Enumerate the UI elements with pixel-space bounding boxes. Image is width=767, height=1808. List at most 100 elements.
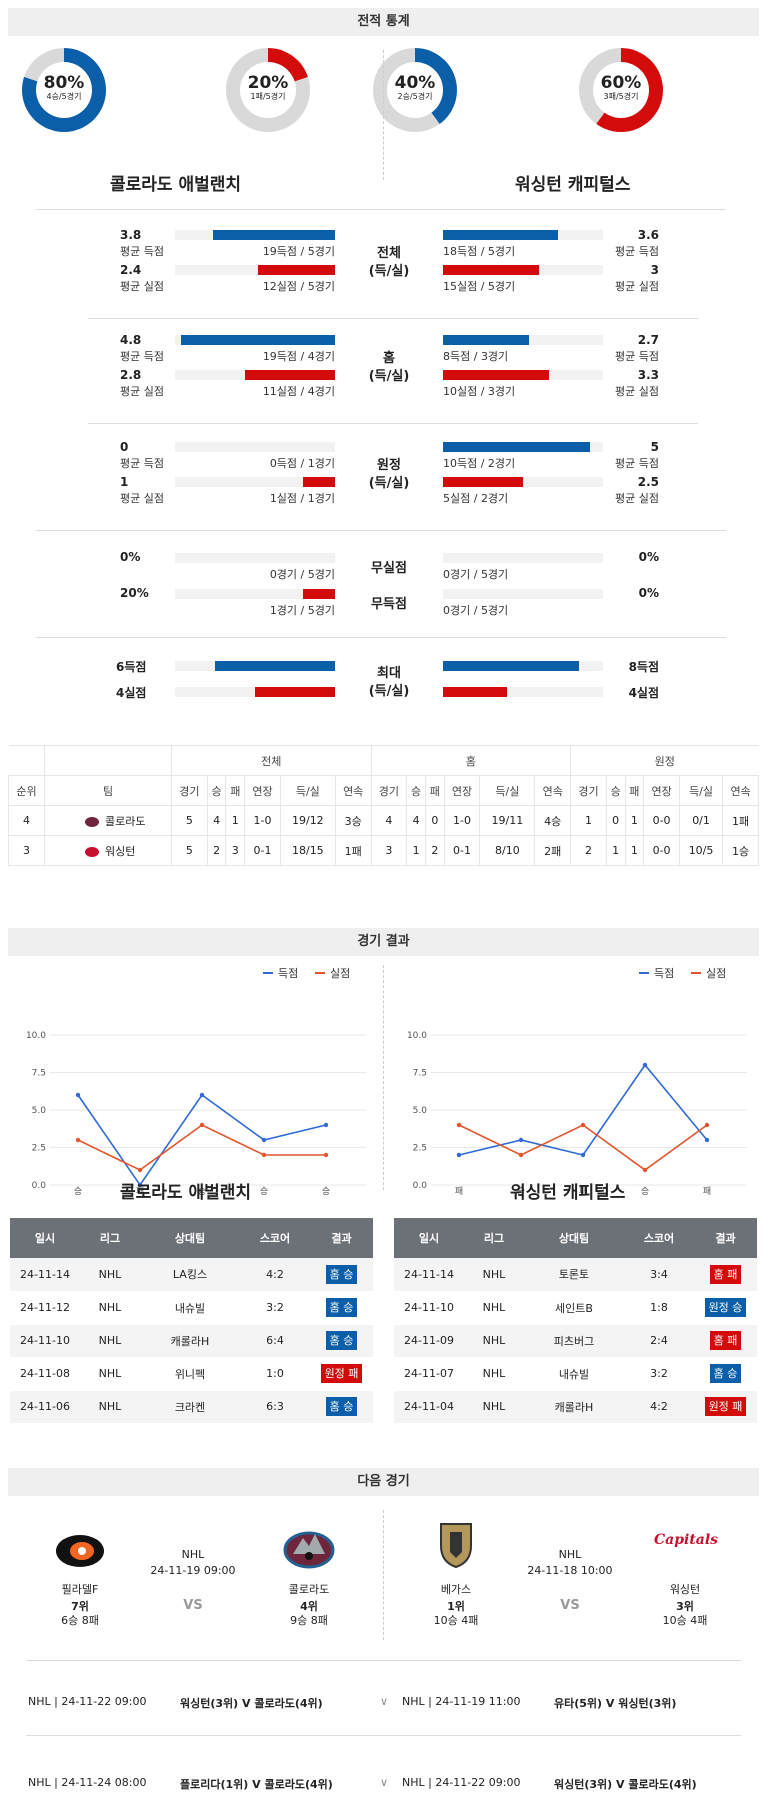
table-cell: 24-11-07 bbox=[394, 1357, 464, 1391]
donut-sub: 3패/5경기 bbox=[603, 92, 639, 101]
data-point bbox=[199, 1092, 205, 1098]
away-stat-caption: 8득점 / 3경기 bbox=[443, 350, 509, 363]
data-point bbox=[642, 1062, 648, 1068]
home-max-concede: 4실점 bbox=[116, 686, 147, 700]
upcoming-left-teams: 워싱턴(3위) V 콜로라도(4위) bbox=[180, 1697, 323, 1710]
away-max-score: 8득점 bbox=[628, 660, 659, 674]
table-cell: 1 bbox=[570, 805, 607, 836]
table-cell: 2:4 bbox=[624, 1324, 694, 1358]
table-cell: 1 bbox=[605, 835, 626, 866]
table-cell: LA킹스 bbox=[140, 1258, 240, 1292]
table-cell: 24-11-14 bbox=[394, 1258, 464, 1292]
stat-bar-track bbox=[443, 589, 603, 599]
x-tick-label: 승 bbox=[198, 1186, 206, 1195]
away-stat-bar bbox=[443, 230, 559, 240]
next-datetime: 24-11-18 10:00 bbox=[527, 1564, 613, 1577]
table-cell: 1 bbox=[225, 805, 246, 836]
home-stat-label: 평균 실점 bbox=[120, 385, 164, 398]
next-datetime: 24-11-19 09:00 bbox=[150, 1564, 236, 1577]
away-stat-caption: 10실점 / 3경기 bbox=[443, 385, 516, 398]
column-header: 스코어 bbox=[624, 1218, 694, 1258]
table-cell: 18/15 bbox=[279, 835, 336, 866]
upcoming-right-teams: 워싱턴(3위) V 콜로라도(4위) bbox=[554, 1778, 697, 1791]
away-stat-bar bbox=[443, 265, 539, 275]
group-total: 전체 bbox=[171, 745, 372, 776]
home-loss-rate-donut: 20% 1패/5경기 bbox=[226, 48, 310, 132]
capitals-logo: Capitals bbox=[654, 1532, 719, 1548]
legend-score-label: 득점 bbox=[278, 967, 298, 980]
home-stat-caption: 0득점 / 1경기 bbox=[269, 457, 335, 470]
table-cell: 0-0 bbox=[643, 805, 680, 836]
next-team-name: 베가스 bbox=[440, 1583, 472, 1596]
stat-bar-track bbox=[175, 589, 335, 599]
standings-grid: 전체 홈 원정 순위 팀 경기 승 패 연장 득/실 연속 경기 승 패 연장 득/실 연속 경기 승 패 연장 득… bbox=[8, 745, 759, 866]
table-cell: 24-11-06 bbox=[10, 1390, 80, 1424]
donut-sub: 1패/5경기 bbox=[250, 92, 286, 101]
next-team-rank: 1위 bbox=[447, 1600, 465, 1613]
table-cell: 1패 bbox=[334, 835, 372, 866]
table-cell: NHL bbox=[464, 1291, 524, 1325]
team-name: 콜로라도 bbox=[105, 814, 146, 828]
home-stat-value: 4.8 bbox=[120, 333, 142, 347]
double-chevron-down-icon: ∨ bbox=[380, 1776, 389, 1789]
home-scoreless-caption: 1경기 / 5경기 bbox=[269, 604, 335, 617]
table-cell: 1 bbox=[624, 835, 645, 866]
result-badge: 홈 패 bbox=[709, 1264, 742, 1284]
result-cell: 홈 승 bbox=[310, 1291, 373, 1325]
donut-percent: 80% bbox=[43, 73, 85, 93]
away-stat-value: 3 bbox=[650, 263, 659, 277]
legend-concede-label: 실점 bbox=[330, 967, 350, 980]
table-row: 24-11-04 NHL 캐롤라H 4:2 원정 패 bbox=[394, 1390, 757, 1424]
away-stat-value: 2.7 bbox=[637, 333, 659, 347]
data-point bbox=[137, 1182, 143, 1188]
table-cell: 2 bbox=[570, 835, 607, 866]
data-point bbox=[456, 1152, 462, 1158]
table-cell: 2패 bbox=[534, 835, 572, 866]
result-badge: 홈 승 bbox=[709, 1364, 742, 1383]
x-tick-label: 승 bbox=[322, 1186, 330, 1195]
column-header: 득/실 bbox=[678, 775, 724, 806]
column-header: 승 bbox=[206, 775, 227, 806]
data-point bbox=[704, 1137, 710, 1143]
group-away: 원정 bbox=[570, 745, 759, 776]
column-header: 연속 bbox=[722, 775, 759, 806]
y-tick-label: 0.0 bbox=[413, 1181, 428, 1191]
table-cell: 8/10 bbox=[479, 835, 536, 866]
y-tick-label: 7.5 bbox=[32, 1069, 46, 1079]
away-stat-caption: 5실점 / 2경기 bbox=[443, 492, 509, 505]
section-header-stats: 전적 통계 bbox=[8, 8, 759, 36]
x-tick-label: 승 bbox=[260, 1186, 268, 1195]
donut-sub: 4승/5경기 bbox=[46, 92, 82, 101]
divider bbox=[88, 423, 698, 424]
table-row: 24-11-14 NHL 토론토 3:4 홈 패 bbox=[394, 1258, 757, 1292]
table-cell: 3:2 bbox=[240, 1291, 310, 1325]
home-max-score: 6득점 bbox=[116, 660, 147, 674]
table-cell: 10/5 bbox=[678, 835, 724, 866]
data-point bbox=[75, 1137, 81, 1143]
home-stat-label: 평균 실점 bbox=[120, 280, 164, 293]
column-header: 일시 bbox=[10, 1218, 80, 1258]
table-row: 4 콜로라도 5 4 1 1-0 19/12 3승 4 4 0 1-0 19/11 4승 1 0 1 0-0 0/1… bbox=[8, 805, 759, 836]
home-shutout-value: 0% bbox=[120, 550, 141, 564]
home-stat-value: 0 bbox=[120, 440, 129, 454]
table-cell: NHL bbox=[80, 1258, 140, 1292]
result-cell: 원정 승 bbox=[694, 1291, 757, 1325]
column-header: 리그 bbox=[464, 1218, 524, 1258]
next-team-rank: 4위 bbox=[300, 1600, 318, 1613]
next-team-record: 10승 4패 bbox=[662, 1614, 708, 1627]
next-league: NHL bbox=[181, 1548, 205, 1561]
away-max-concede: 4실점 bbox=[628, 686, 659, 700]
column-header: 패 bbox=[624, 775, 645, 806]
away-stat-value: 3.6 bbox=[637, 228, 659, 242]
avalanche-icon bbox=[85, 816, 99, 827]
x-tick-label: 패 bbox=[703, 1186, 711, 1195]
column-header: 득/실 bbox=[279, 775, 336, 806]
away-stat-bar bbox=[443, 477, 523, 487]
result-cell: 홈 승 bbox=[310, 1390, 373, 1424]
table-cell: 0-1 bbox=[443, 835, 481, 866]
next-team-rank: 7위 bbox=[71, 1600, 89, 1613]
upcoming-left-info: NHL | 24-11-24 08:00 bbox=[28, 1776, 147, 1789]
table-cell: 위니펙 bbox=[140, 1357, 240, 1391]
legend-concede-label: 실점 bbox=[706, 967, 726, 980]
table-cell: 내슈빌 bbox=[524, 1357, 624, 1391]
